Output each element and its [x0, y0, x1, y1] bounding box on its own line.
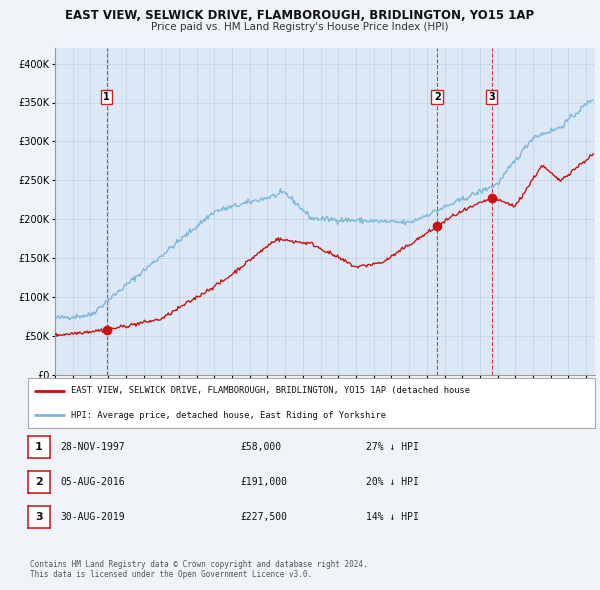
Text: 20% ↓ HPI: 20% ↓ HPI — [366, 477, 419, 487]
Text: £191,000: £191,000 — [240, 477, 287, 487]
Text: HPI: Average price, detached house, East Riding of Yorkshire: HPI: Average price, detached house, East… — [71, 411, 386, 419]
Text: 1: 1 — [35, 442, 43, 452]
Text: 05-AUG-2016: 05-AUG-2016 — [60, 477, 125, 487]
Text: 30-AUG-2019: 30-AUG-2019 — [60, 512, 125, 522]
Text: 2: 2 — [434, 92, 440, 102]
Text: 2: 2 — [35, 477, 43, 487]
Text: Contains HM Land Registry data © Crown copyright and database right 2024.
This d: Contains HM Land Registry data © Crown c… — [30, 560, 368, 579]
Text: EAST VIEW, SELWICK DRIVE, FLAMBOROUGH, BRIDLINGTON, YO15 1AP: EAST VIEW, SELWICK DRIVE, FLAMBOROUGH, B… — [65, 9, 535, 22]
Text: 27% ↓ HPI: 27% ↓ HPI — [366, 442, 419, 452]
Text: 3: 3 — [488, 92, 495, 102]
Text: 14% ↓ HPI: 14% ↓ HPI — [366, 512, 419, 522]
Text: £58,000: £58,000 — [240, 442, 281, 452]
Text: EAST VIEW, SELWICK DRIVE, FLAMBOROUGH, BRIDLINGTON, YO15 1AP (detached house: EAST VIEW, SELWICK DRIVE, FLAMBOROUGH, B… — [71, 386, 470, 395]
Text: Price paid vs. HM Land Registry's House Price Index (HPI): Price paid vs. HM Land Registry's House … — [151, 22, 449, 32]
Text: £227,500: £227,500 — [240, 512, 287, 522]
Text: 1: 1 — [103, 92, 110, 102]
Text: 3: 3 — [35, 512, 43, 522]
Text: 28-NOV-1997: 28-NOV-1997 — [60, 442, 125, 452]
